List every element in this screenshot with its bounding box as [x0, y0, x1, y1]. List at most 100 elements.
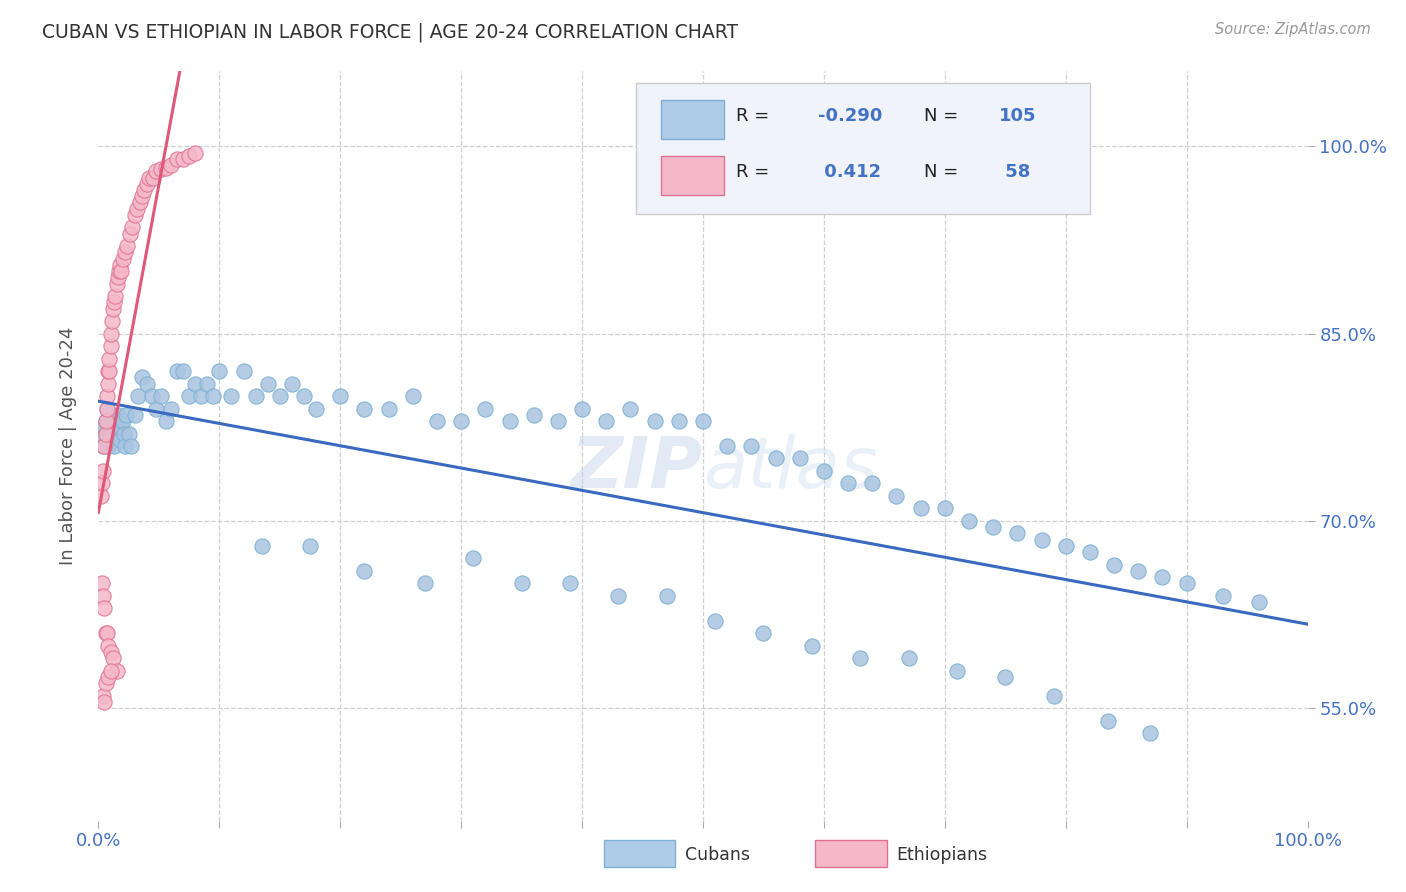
Point: [299, 539, 322, 553]
Point: [426, 414, 449, 428]
Point: [135, 376, 157, 391]
Point: [150, 389, 173, 403]
Text: R =: R =: [735, 162, 780, 181]
Point: [1097, 714, 1119, 728]
Point: [957, 514, 980, 528]
Point: [752, 626, 775, 640]
Point: [150, 161, 173, 176]
Point: [127, 389, 149, 403]
Point: [100, 664, 122, 678]
Point: [107, 270, 129, 285]
Point: [94, 426, 117, 441]
Point: [208, 364, 231, 378]
Point: [668, 414, 690, 428]
Text: ZIP: ZIP: [571, 434, 703, 503]
Point: [179, 389, 201, 403]
Point: [1042, 689, 1064, 703]
Point: [93, 439, 115, 453]
Point: [256, 376, 278, 391]
Point: [93, 601, 115, 615]
Point: [994, 670, 1017, 684]
Point: [124, 208, 146, 222]
Point: [93, 695, 115, 709]
Point: [128, 195, 150, 210]
Point: [111, 252, 134, 266]
Point: [103, 295, 125, 310]
Point: [474, 401, 496, 416]
Text: R =: R =: [735, 106, 775, 125]
Point: [101, 651, 124, 665]
Point: [100, 645, 122, 659]
Point: [94, 414, 117, 428]
Point: [510, 576, 533, 591]
Point: [595, 414, 617, 428]
Point: [98, 351, 121, 366]
FancyBboxPatch shape: [637, 83, 1090, 214]
Point: [172, 152, 194, 166]
Point: [160, 158, 183, 172]
FancyBboxPatch shape: [603, 840, 675, 867]
Point: [118, 426, 141, 441]
Point: [131, 189, 153, 203]
Point: [1102, 558, 1125, 572]
Y-axis label: In Labor Force | Age 20-24: In Labor Force | Age 20-24: [59, 326, 77, 566]
Point: [1249, 595, 1271, 609]
Point: [103, 439, 125, 453]
Point: [94, 676, 117, 690]
Point: [353, 564, 375, 578]
Point: [571, 401, 593, 416]
Point: [105, 414, 128, 428]
Text: Cubans: Cubans: [685, 847, 749, 864]
Point: [166, 364, 188, 378]
Point: [1152, 570, 1174, 584]
Point: [94, 626, 117, 640]
Point: [114, 439, 136, 453]
Point: [145, 401, 167, 416]
Text: Ethiopians: Ethiopians: [897, 847, 987, 864]
Point: [118, 227, 141, 241]
Text: -0.290: -0.290: [818, 106, 882, 125]
Text: Source: ZipAtlas.com: Source: ZipAtlas.com: [1215, 22, 1371, 37]
Point: [141, 389, 163, 403]
Point: [232, 364, 254, 378]
Point: [166, 152, 188, 166]
Point: [90, 489, 112, 503]
Point: [98, 433, 121, 447]
Point: [91, 689, 114, 703]
Point: [1078, 545, 1101, 559]
Point: [184, 376, 207, 391]
Point: [353, 401, 375, 416]
Point: [800, 639, 823, 653]
FancyBboxPatch shape: [661, 100, 724, 139]
Point: [172, 364, 194, 378]
Point: [98, 364, 121, 378]
Point: [789, 451, 811, 466]
Point: [934, 501, 956, 516]
Point: [1139, 726, 1161, 740]
Point: [179, 149, 201, 163]
Point: [107, 408, 129, 422]
Point: [104, 289, 127, 303]
Point: [202, 389, 225, 403]
Point: [131, 370, 153, 384]
Point: [160, 401, 183, 416]
Point: [104, 420, 127, 434]
Point: [110, 420, 132, 434]
Point: [837, 476, 859, 491]
Point: [108, 426, 131, 441]
Point: [121, 220, 143, 235]
Point: [1054, 539, 1077, 553]
Point: [463, 551, 485, 566]
Text: N =: N =: [924, 162, 965, 181]
Point: [94, 414, 117, 428]
Point: [110, 264, 132, 278]
Point: [184, 145, 207, 160]
Point: [897, 651, 920, 665]
Point: [765, 451, 787, 466]
Point: [91, 426, 114, 441]
Point: [91, 464, 114, 478]
Point: [108, 433, 131, 447]
Point: [450, 414, 472, 428]
Point: [292, 389, 315, 403]
Point: [124, 408, 146, 422]
